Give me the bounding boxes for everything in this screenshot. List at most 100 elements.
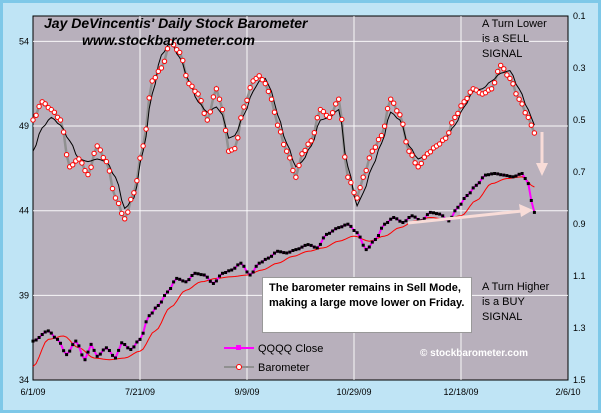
qqqq-point [309,243,313,247]
qqqq-point [490,172,494,176]
qqqq-point [273,251,276,255]
barometer-point [155,68,162,75]
legend-qqqq-label: QQQQ Close [258,343,323,355]
barometer-point [519,101,525,107]
qqqq-point [428,210,432,214]
barometer-point [507,75,513,82]
qqqq-point [166,290,169,294]
barometer-point [158,65,165,71]
x-tick-label: 12/18/09 [443,387,478,397]
barometer-point [241,104,247,110]
qqqq-point [325,232,328,236]
barometer-point [400,121,406,127]
qqqq-point [62,349,66,353]
qqqq-point [532,210,536,214]
barometer-point [525,114,531,121]
qqqq-point [199,273,203,277]
qqqq-point [132,345,136,349]
barometer-point [369,148,375,154]
qqqq-point [465,194,469,197]
qqqq-point [107,349,111,352]
barometer-point [262,80,268,87]
right-tick-label: 1.3 [573,323,586,333]
qqqq-point [95,354,99,358]
qqqq-point [245,270,249,274]
barometer-point [372,144,379,150]
barometer-point [409,152,415,158]
qqqq-point [43,330,47,334]
qqqq-point [135,340,139,344]
barometer-point [326,114,333,121]
barometer-point [268,96,275,102]
qqqq-point [529,199,533,202]
barometer-point [366,155,372,161]
qqqq-point [104,346,108,350]
barometer-point [351,189,357,196]
barometer-point [161,58,168,64]
qqqq-point [318,242,322,246]
barometer-point [281,141,287,148]
qqqq-point [239,261,243,265]
qqqq-point [520,172,524,175]
qqqq-point [523,177,527,180]
barometer-point [232,145,238,152]
barometer-point [146,95,152,101]
qqqq-point [401,221,405,224]
qqqq-point [425,213,429,217]
qqqq-point [101,348,105,352]
qqqq-point [163,294,166,297]
qqqq-point [477,181,481,185]
qqqq-point [126,346,130,350]
qqqq-point [321,236,325,240]
barometer-point [403,139,409,145]
qqqq-point [175,276,179,280]
qqqq-point [410,214,414,218]
barometer-point [375,136,382,143]
barometer-point [103,158,110,165]
qqqq-point [508,174,512,178]
barometer-point [88,164,94,170]
qqqq-point [435,212,438,216]
barometer-point [345,174,351,180]
barometer-point [443,135,449,141]
qqqq-point [214,279,218,283]
qqqq-point [92,348,96,352]
barometer-point [516,96,522,102]
barometer-point [446,130,452,136]
qqqq-point [184,280,188,284]
qqqq-point [288,250,292,254]
qqqq-point [181,279,185,283]
qqqq-point [68,349,72,353]
barometer-point [30,117,36,123]
barometer-point [244,97,250,104]
barometer-point [201,110,207,117]
barometer-point [100,154,107,161]
x-tick-label: 9/9/09 [234,387,259,397]
qqqq-point [153,306,157,310]
barometer-point [412,160,418,166]
barometer-point [238,115,244,121]
qqqq-point [190,274,194,277]
qqqq-point [441,214,445,218]
qqqq-point [380,226,383,230]
barometer-point [277,129,284,135]
barometer-point [94,143,100,149]
qqqq-point [169,287,173,290]
qqqq-point [367,245,371,249]
right-tick-label: 0.5 [573,115,586,125]
qqqq-point [459,202,463,206]
barometer-point [36,103,42,110]
barometer-point [363,167,369,174]
qqqq-point [377,234,380,237]
barometer-point [333,101,339,107]
barometer-point [357,184,363,191]
qqqq-point [297,247,301,251]
legend: QQQQ Close Barometer [224,343,323,374]
qqqq-point [224,271,228,274]
barometer-point [122,216,128,222]
qqqq-point [172,280,176,284]
qqqq-point [337,226,341,230]
barometer-point [210,94,217,100]
qqqq-point [120,341,124,345]
qqqq-point [46,329,50,333]
